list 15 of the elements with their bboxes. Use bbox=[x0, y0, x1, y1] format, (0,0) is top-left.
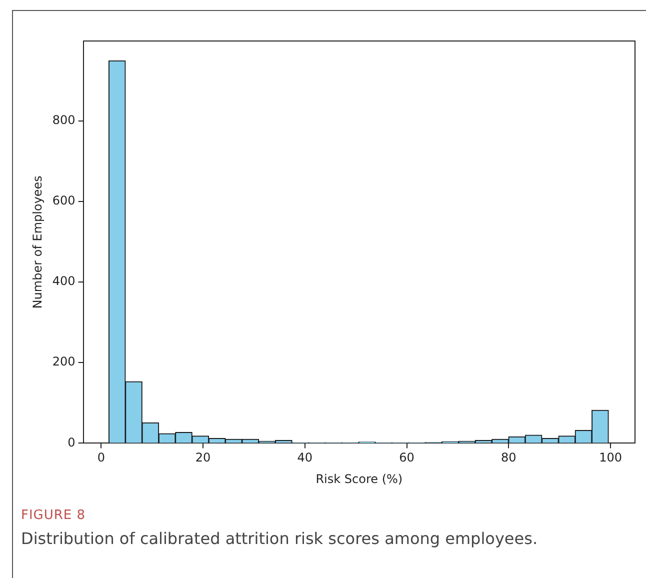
y-tick-label: 200 bbox=[52, 354, 76, 369]
y-tick-label: 800 bbox=[52, 112, 76, 127]
x-tick-label: 80 bbox=[501, 450, 516, 465]
y-tick-label: 400 bbox=[52, 274, 76, 288]
x-axis-title: Risk Score (%) bbox=[316, 472, 403, 486]
caption: FIGURE 8 bbox=[21, 508, 86, 523]
text: Distribution of calibrated attrition risk scores among employees. bbox=[21, 529, 538, 548]
x-tick-label: 20 bbox=[195, 450, 211, 465]
x-tick-label: 40 bbox=[297, 450, 313, 465]
x-tick-label: 0 bbox=[97, 450, 105, 465]
x-tick-label: 100 bbox=[599, 450, 622, 465]
y-axis-title: Number of Employees bbox=[30, 176, 44, 309]
x-tick-label: 60 bbox=[399, 450, 414, 465]
y-tick-label: 600 bbox=[52, 194, 76, 208]
y-tick-label: 0 bbox=[68, 435, 76, 450]
